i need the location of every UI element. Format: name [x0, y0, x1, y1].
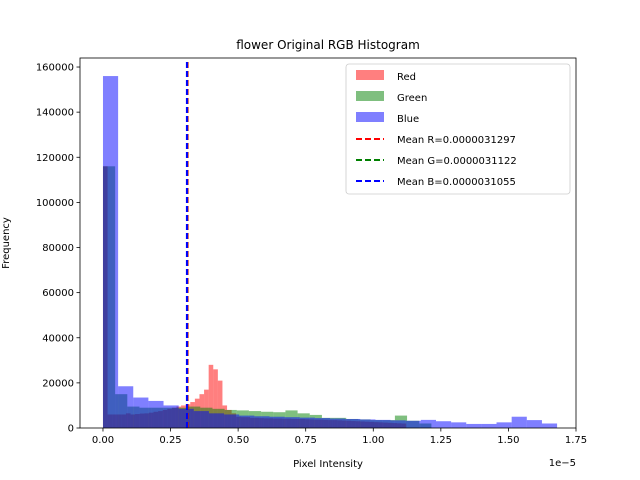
bar-blue-21 [420, 419, 436, 428]
legend-box [345, 63, 571, 195]
bar-blue-1 [118, 386, 134, 428]
bar-red-25 [217, 380, 223, 428]
y-tick-label: 20000 [42, 378, 74, 389]
legend-label-mean-r: Mean R=0.0000031297 [397, 135, 516, 146]
x-tick-label: 0.25 [159, 435, 181, 446]
legend-label-red: Red [397, 72, 416, 83]
bar-blue-4 [163, 405, 179, 428]
bar-blue-20 [405, 420, 421, 428]
y-axis-label: Frequency [1, 217, 12, 269]
bar-red-23 [208, 364, 214, 428]
x-tick-label: 1.00 [362, 435, 384, 446]
x-tick-label: 1.25 [430, 435, 452, 446]
y-tick-label: 160000 [36, 63, 74, 74]
bar-blue-23 [451, 422, 467, 428]
chart-title: flower Original RGB Histogram [236, 38, 420, 52]
bar-blue-17 [360, 419, 376, 428]
bar-blue-27 [511, 416, 527, 428]
mean-lines [185, 62, 189, 428]
series-red [102, 166, 407, 429]
series-blue [102, 76, 558, 429]
x-tick-label: 0.50 [227, 435, 249, 446]
bar-blue-15 [330, 418, 346, 428]
bar-blue-11 [269, 416, 285, 428]
legend-label-mean-b: Mean B=0.0000031055 [397, 177, 516, 188]
y-tick-label: 0 [68, 424, 74, 435]
y-tick-label: 100000 [36, 198, 74, 209]
legend-label-mean-g: Mean G=0.0000031122 [397, 156, 517, 167]
bar-blue-19 [390, 420, 406, 428]
y-tick-label: 60000 [42, 288, 74, 299]
series-green [102, 166, 432, 429]
bar-blue-3 [148, 400, 164, 428]
bar-blue-28 [526, 420, 542, 428]
bar-blue-6 [193, 411, 209, 428]
y-tick-label: 80000 [42, 243, 74, 254]
legend-label-blue: Blue [397, 114, 419, 125]
bar-blue-9 [239, 415, 255, 428]
bar-blue-7 [208, 413, 225, 428]
x-axis-ticks: 0.00 0.25 0.50 0.75 1.00 1.25 1.50 1.75 [92, 428, 587, 446]
y-tick-label: 120000 [36, 153, 74, 164]
x-tick-label: 0.75 [295, 435, 317, 446]
y-tick-label: 140000 [36, 108, 74, 119]
legend-swatch-green [356, 91, 384, 101]
x-tick-label: 1.50 [497, 435, 519, 446]
bar-blue-26 [496, 422, 512, 428]
histogram-bars [102, 76, 558, 429]
x-tick-label: 1.75 [565, 435, 587, 446]
bar-blue-10 [254, 416, 270, 428]
bar-blue-24 [466, 423, 482, 428]
legend-label-green: Green [397, 93, 427, 104]
y-tick-label: 40000 [42, 333, 74, 344]
bar-blue-18 [375, 419, 391, 428]
bar-blue-29 [541, 423, 558, 428]
bar-blue-8 [224, 414, 240, 428]
legend: Red Green Blue Mean R=0.0000031297 Mean … [345, 63, 571, 195]
bar-red-24 [213, 369, 218, 428]
legend-swatch-blue [356, 112, 384, 122]
x-tick-label: 0.00 [92, 435, 114, 446]
bar-blue-13 [299, 417, 315, 428]
bar-blue-14 [314, 418, 331, 428]
plot-frame [79, 57, 577, 429]
legend-swatch-red [356, 70, 384, 80]
x-scale-offset-label: 1e−5 [549, 458, 576, 469]
bar-blue-22 [435, 421, 452, 428]
bar-blue-0 [102, 76, 119, 429]
x-axis-label: Pixel Intensity [293, 459, 363, 470]
bar-blue-12 [284, 417, 300, 428]
y-axis-ticks: 0 20000 40000 60000 80000 100000 120000 140000 1… [36, 63, 80, 435]
bar-blue-16 [345, 418, 361, 428]
bar-blue-25 [481, 423, 497, 428]
bar-blue-2 [133, 397, 149, 428]
